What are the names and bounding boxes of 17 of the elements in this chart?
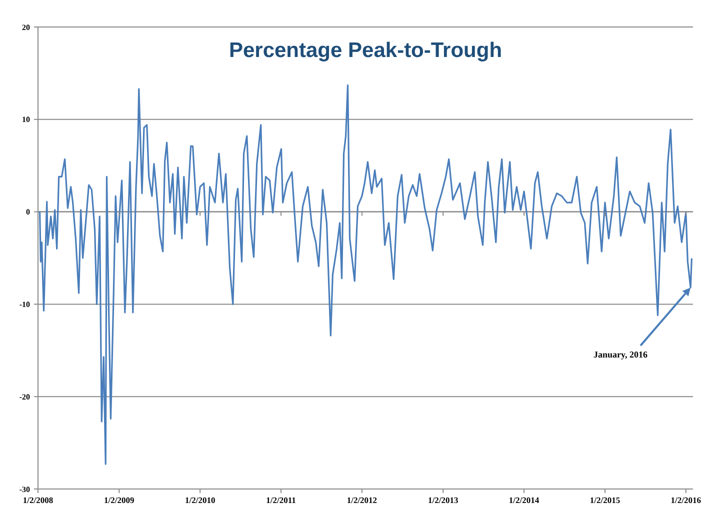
x-tick-label: 1/2/2008 [22, 495, 54, 505]
x-tick-label: 1/2/2011 [266, 495, 296, 505]
x-tick-label: 1/2/2010 [184, 495, 216, 505]
x-tick-label: 1/2/2012 [346, 495, 378, 505]
y-tick-label: 20 [22, 22, 30, 32]
x-tick-label: 1/2/2009 [104, 495, 134, 505]
x-tick-label: 1/2/2016 [670, 495, 702, 505]
annotation: January, 2016 [594, 350, 648, 360]
x-tick-label: 1/2/2015 [590, 495, 620, 505]
y-tick-label: -20 [19, 392, 30, 402]
y-tick-label: -30 [19, 484, 30, 494]
text: Percentage Peak-to-Trough [228, 39, 502, 62]
y-tick-label: -10 [19, 300, 30, 309]
x-tick-label: 1/2/2013 [428, 495, 458, 505]
y-tick-label: 0 [26, 208, 30, 217]
y-tick-label: 10 [22, 115, 30, 124]
x-tick-label: 1/2/2014 [508, 495, 540, 505]
